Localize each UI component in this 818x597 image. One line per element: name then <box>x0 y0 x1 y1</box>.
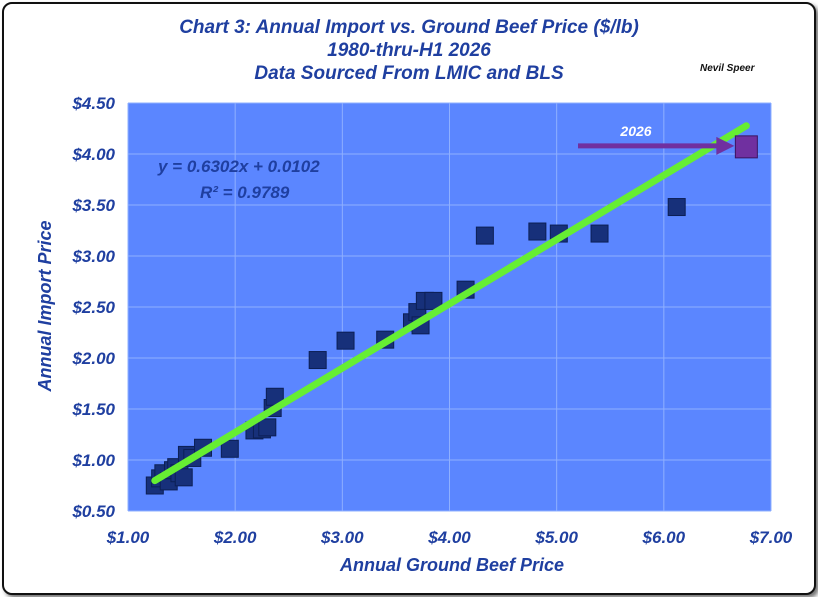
data-point <box>174 468 193 487</box>
data-point <box>590 224 609 243</box>
data-point <box>258 418 277 437</box>
data-point <box>424 291 443 310</box>
trend-line <box>151 122 750 485</box>
x-tick-labels: $1.00 $2.00 $3.00 $4.00 $5.00 $6.00 $7.00 <box>106 528 793 547</box>
y-tick-label: $1.00 <box>71 451 115 470</box>
y-tick-label: $4.50 <box>71 94 115 113</box>
x-tick-label: $4.00 <box>427 528 471 547</box>
y-axis-title: Annual Import Price <box>35 220 55 392</box>
chart-title-line-2: 1980-thru-H1 2026 <box>327 40 491 61</box>
data-point <box>220 439 239 458</box>
chart-title-line-1: Chart 3: Annual Import vs. Ground Beef P… <box>179 17 639 38</box>
x-tick-label: $3.00 <box>320 528 364 547</box>
data-point <box>528 222 547 241</box>
y-tick-label: $3.00 <box>71 247 115 266</box>
x-tick-label: $2.00 <box>213 528 257 547</box>
y-tick-label: $1.50 <box>71 400 115 419</box>
r-squared: R² = 0.9789 <box>200 183 290 202</box>
x-axis-title: Annual Ground Beef Price <box>339 555 564 575</box>
x-tick-label: $1.00 <box>106 528 150 547</box>
y-tick-label: $3.50 <box>71 196 115 215</box>
highlight-arrow-head <box>716 136 735 155</box>
y-tick-label: $2.00 <box>71 349 115 368</box>
regression-equation: y = 0.6302x + 0.0102 <box>157 157 320 176</box>
y-tick-label: $0.50 <box>71 502 115 521</box>
author-credit: Nevil Speer <box>700 63 755 74</box>
data-point <box>336 331 355 350</box>
y-tick-label: $4.00 <box>71 145 115 164</box>
x-tick-label: $5.00 <box>534 528 578 547</box>
data-point <box>308 351 327 370</box>
chart-title-line-3: Data Sourced From LMIC and BLS <box>254 63 564 84</box>
highlight-point <box>734 135 758 159</box>
data-point <box>475 226 494 245</box>
y-tick-label: $2.50 <box>71 298 115 317</box>
data-point <box>667 198 686 217</box>
gridlines <box>127 102 772 512</box>
highlight-2026: 2026 <box>578 123 758 159</box>
highlight-label: 2026 <box>619 123 651 139</box>
x-tick-label: $6.00 <box>642 528 686 547</box>
y-tick-labels: $0.50 $1.00 $1.50 $2.00 $2.50 $3.00 $3.50 $4.00… <box>71 94 115 521</box>
x-tick-label: $7.00 <box>749 528 793 547</box>
